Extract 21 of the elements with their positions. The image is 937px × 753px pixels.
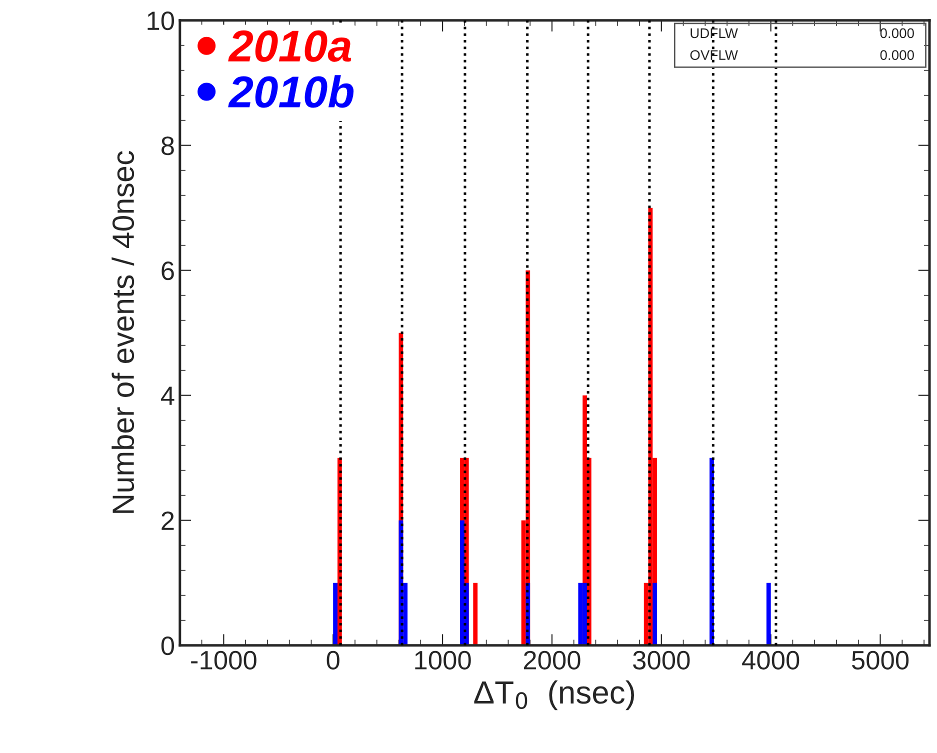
x-tick-label: 2000 [524, 650, 580, 670]
y-tick-label: 6 [162, 261, 174, 280]
y-tick-label: 4 [160, 386, 174, 405]
y-tick-label: 8 [162, 136, 174, 156]
x-tick-label: 1000 [415, 650, 471, 670]
annotation: 0.000 [880, 28, 914, 38]
x-axis-title: ΔT$_{0}$ (nsec) [474, 680, 634, 710]
x-tick-label: -1000 [191, 650, 256, 670]
y-tick-label: 0 [161, 636, 174, 656]
x-tick-label: 5000 [852, 650, 909, 670]
x-tick-label: 4000 [742, 650, 800, 670]
annotation: 0.000 [880, 50, 914, 60]
y-axis-title: Number of events / 40nsec [112, 151, 134, 513]
annotation: UDFLW [690, 28, 738, 38]
text: 2010a [228, 30, 352, 62]
y-tick-label: 10 [148, 11, 174, 30]
x-tick-label: 0 [326, 650, 340, 670]
legend-label: 2010b [228, 75, 354, 108]
x-tick-label: 3000 [633, 650, 690, 670]
annotation: OVFLW [690, 50, 738, 60]
y-tick-label: 2 [162, 511, 174, 530]
